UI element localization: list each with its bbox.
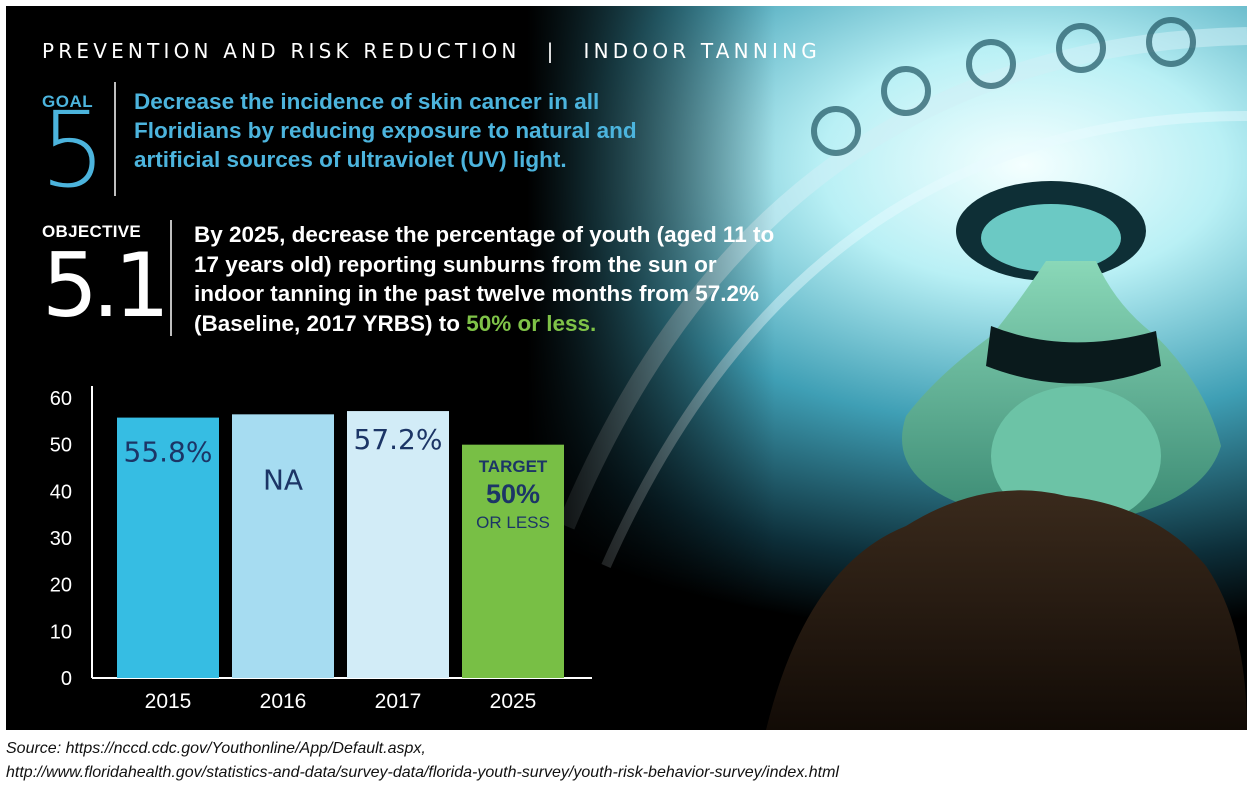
target-label-value: 50% [486,479,540,509]
y-tick-label: 50 [50,435,72,457]
page-header: PREVENTION AND RISK REDUCTION | INDOOR TAN… [42,39,821,63]
bar-2016 [232,414,334,678]
y-tick-label: 30 [50,528,72,550]
objective-divider [170,220,172,336]
x-tick-label: 2016 [260,690,307,713]
objective-number: 5.1 [42,234,170,337]
objective-target-highlight: 50% or less. [466,310,597,336]
infographic-panel: PREVENTION AND RISK REDUCTION | INDOOR TAN… [6,6,1247,730]
source-line-2: http://www.floridahealth.gov/statistics-… [6,764,839,781]
header-separator: | [546,39,558,63]
bar-chart: 0 10 20 30 40 50 60 2015 55.8% 2016 NA 2017 57.2% 202… [50,386,592,713]
x-tick-label: 2025 [490,690,537,713]
bar-2017 [347,411,449,678]
x-tick-label: 2015 [145,690,192,713]
goal-number: 5 [40,89,107,211]
bar-2025 [462,444,564,678]
objective-label: OBJECTIVE [42,222,142,241]
y-tick-label: 0 [61,668,72,690]
target-label-line-1: TARGET [479,457,548,476]
bar-data-label: 55.8% [124,436,213,469]
source-citation: Source: https://nccd.cdc.gov/Youthonline… [6,737,839,785]
y-tick-label: 60 [50,388,72,410]
objective-text: By 2025, decrease the percentage of yout… [194,220,784,338]
source-line-1: Source: https://nccd.cdc.gov/Youthonline… [6,740,426,757]
goal-divider [114,82,116,196]
goal-label: GOAL [42,92,94,111]
y-tick-label: 20 [50,575,72,597]
bar-data-label: 57.2% [354,423,443,456]
header-topic: INDOOR TANNING [583,39,821,63]
objective-text-main: By 2025, decrease the percentage of yout… [194,222,775,336]
bar-data-label: NA [263,463,303,496]
x-tick-label: 2017 [375,690,422,713]
bar-2015 [117,417,219,678]
goal-text: Decrease the incidence of skin cancer in… [134,89,637,172]
target-label-line-3: OR LESS [476,513,550,532]
tanning-bed-photo [6,6,1247,730]
header-section: PREVENTION AND RISK REDUCTION [42,39,521,63]
y-tick-label: 40 [50,481,72,503]
y-tick-label: 10 [50,621,72,643]
